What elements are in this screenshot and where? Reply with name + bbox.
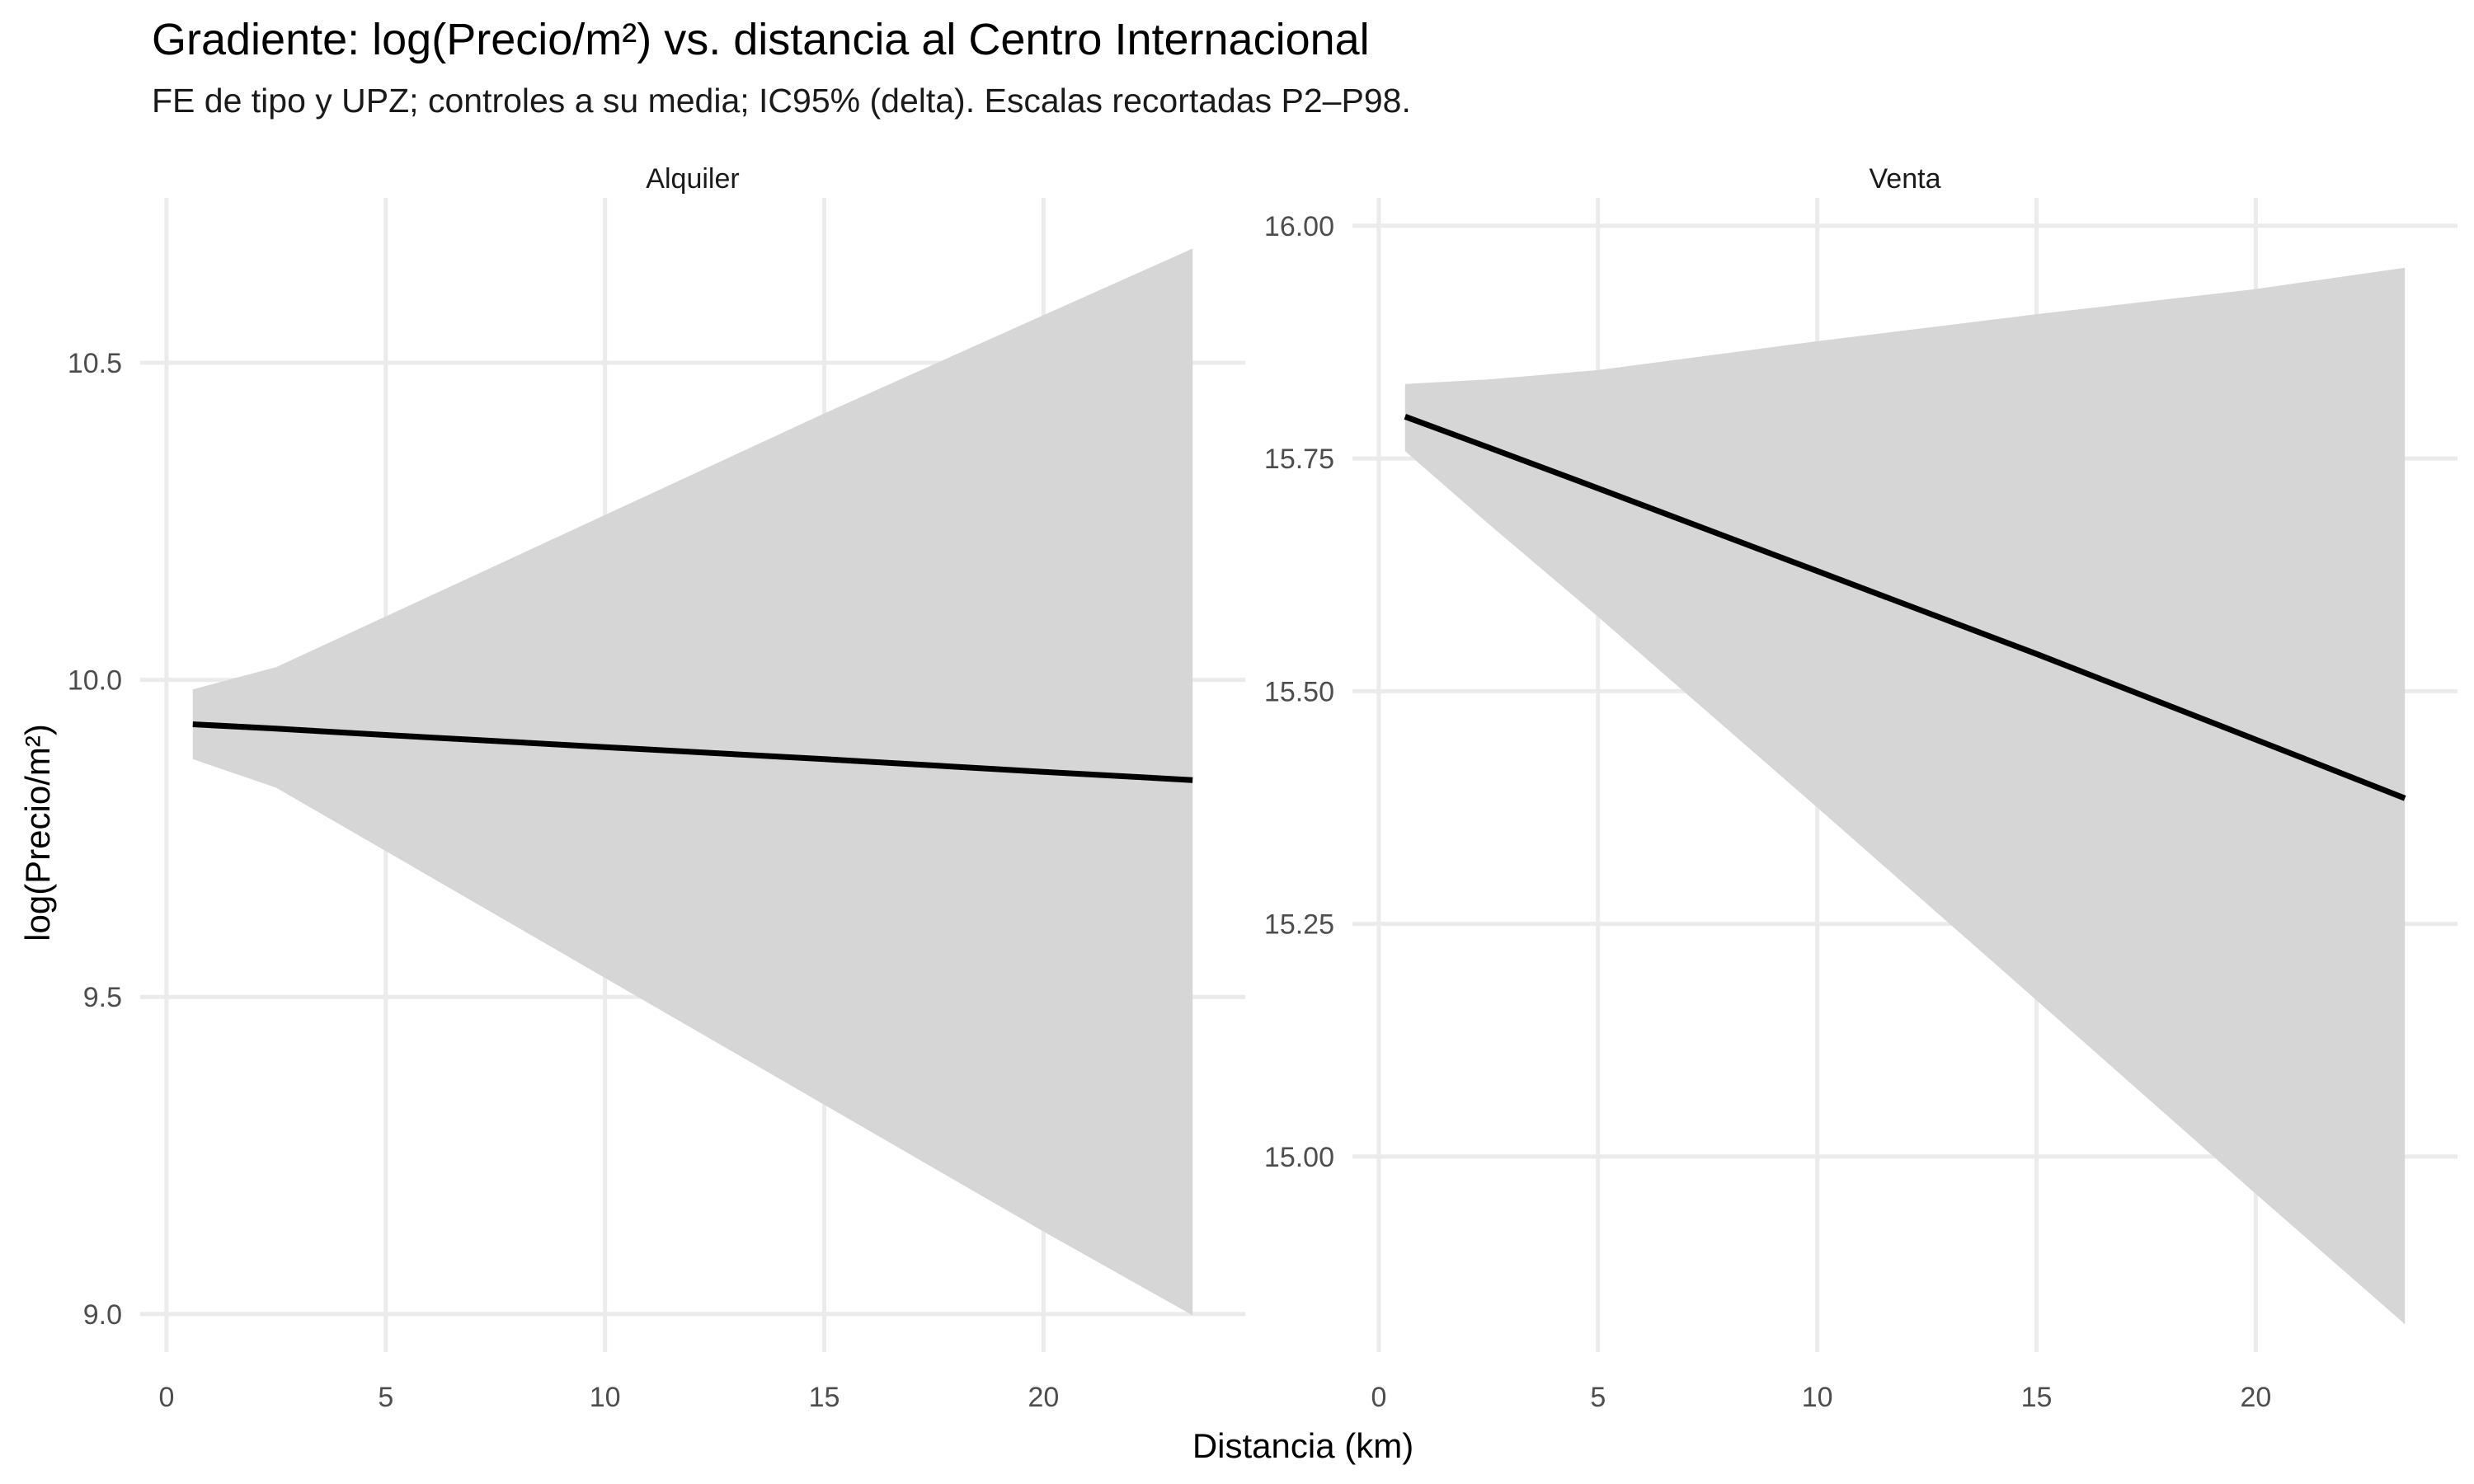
x-tick-label: 20 (2240, 1382, 2271, 1413)
y-tick-label: 16.00 (1264, 211, 1334, 242)
y-tick-label: 9.0 (83, 1299, 122, 1331)
facet-strip-label: Venta (1870, 163, 1941, 195)
chart-title: Gradiente: log(Precio/m²) vs. distancia … (152, 15, 1370, 64)
x-tick-label: 20 (1028, 1382, 1059, 1413)
y-tick-label: 15.50 (1264, 676, 1334, 707)
x-tick-label: 10 (1802, 1382, 1833, 1413)
x-tick-label: 0 (1371, 1382, 1386, 1413)
fit-line (1404, 414, 2406, 801)
panels-layer: 0 5 10 15 20 9.0 9.5 10.0 10.5 Alquiler 0 5 10 15 20 15… (68, 163, 2458, 1413)
y-tick-label: 9.5 (83, 982, 122, 1013)
confidence-band (1404, 267, 2406, 1325)
x-axis-title: Distancia (km) (1192, 1426, 1413, 1465)
y-axis-title: log(Precio/m²) (18, 724, 57, 942)
chart-subtitle: FE de tipo y UPZ; controles a su media; … (152, 82, 1411, 120)
facet-strip-label: Alquiler (646, 163, 739, 195)
x-tick-label: 0 (158, 1382, 174, 1413)
y-tick-label: 15.75 (1264, 444, 1334, 475)
x-tick-label: 15 (2021, 1382, 2053, 1413)
y-tick-label: 15.00 (1264, 1142, 1334, 1173)
y-tick-label: 10.5 (68, 348, 122, 379)
x-tick-label: 10 (590, 1382, 621, 1413)
panel-alquiler: 0 5 10 15 20 9.0 9.5 10.0 10.5 Alquiler (68, 163, 1245, 1413)
x-tick-label: 5 (1590, 1382, 1606, 1413)
panel-venta: 0 5 10 15 20 15.00 15.25 15.50 15.75 16.00 Venta (1264, 163, 2458, 1413)
y-tick-label: 15.25 (1264, 909, 1334, 941)
fit-line (192, 721, 1193, 783)
x-tick-label: 5 (378, 1382, 393, 1413)
confidence-band (192, 248, 1193, 1316)
x-tick-label: 15 (809, 1382, 840, 1413)
y-tick-label: 10.0 (68, 665, 122, 697)
